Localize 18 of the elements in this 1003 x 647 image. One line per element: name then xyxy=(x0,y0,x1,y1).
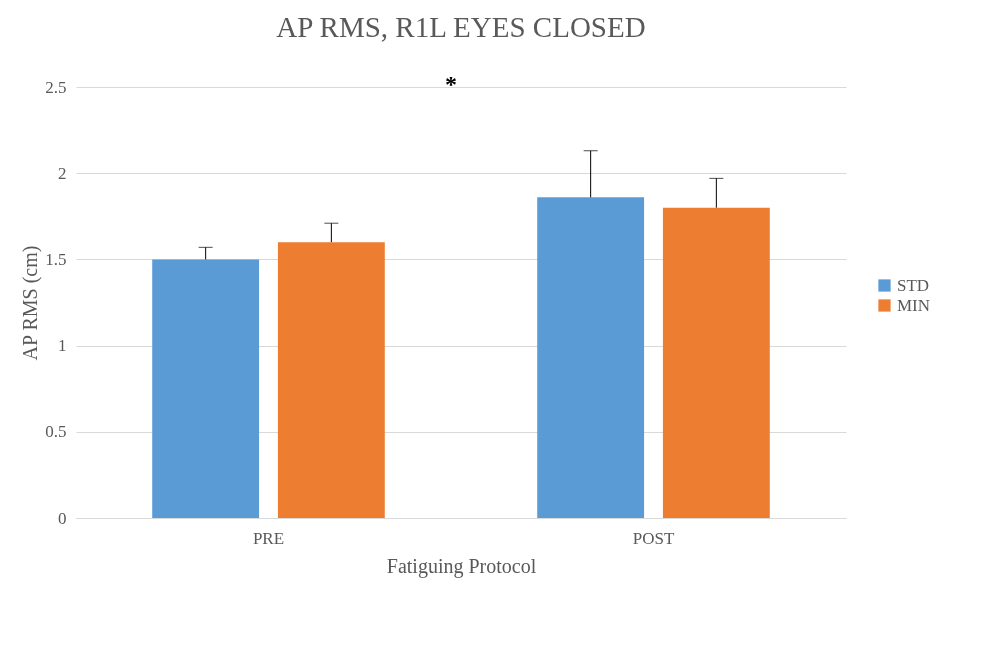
x-tick-label: PRE xyxy=(252,528,285,548)
legend-label: MIN xyxy=(897,295,931,315)
y-tick-label: 1 xyxy=(58,336,67,356)
y-axis-title: AP RMS (cm) xyxy=(19,245,43,361)
y-tick-label: 2 xyxy=(58,163,67,183)
chart-title: AP RMS, R1L EYES CLOSED xyxy=(276,11,646,43)
bar xyxy=(152,259,260,518)
x-axis-title: Fatiguing Protocol xyxy=(386,554,537,578)
bar xyxy=(277,242,385,518)
y-tick-label: 1.5 xyxy=(45,249,67,269)
x-tick-label: POST xyxy=(632,528,675,548)
y-tick-label: 0.5 xyxy=(45,422,67,442)
annotation: * xyxy=(445,71,457,97)
y-tick-label: 0 xyxy=(58,508,67,528)
legend-label: STD xyxy=(897,275,930,295)
bar xyxy=(537,197,645,518)
bar xyxy=(662,207,770,518)
y-tick-label: 2.5 xyxy=(45,77,67,97)
